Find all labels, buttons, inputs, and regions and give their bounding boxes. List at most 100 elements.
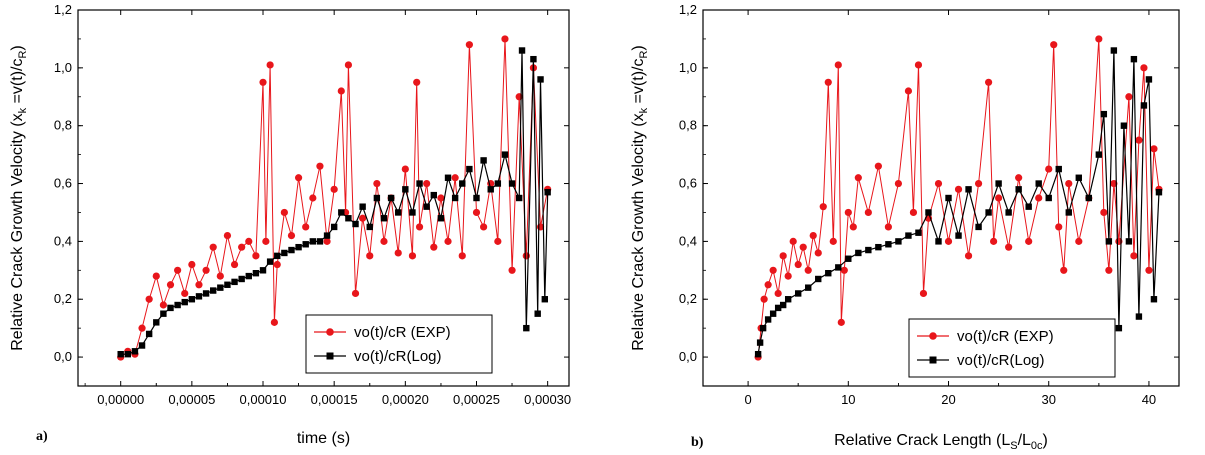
series-log-line [757, 50, 1160, 355]
data-point [885, 241, 892, 248]
data-point [789, 237, 797, 245]
data-point [774, 304, 782, 312]
data-point [784, 296, 792, 303]
data-point [245, 237, 253, 245]
series-exp-line [120, 38, 549, 358]
data-point [814, 249, 822, 257]
data-point [295, 243, 302, 251]
data-point [1140, 64, 1148, 72]
data-point [914, 61, 923, 69]
data-point [1095, 35, 1103, 43]
data-point [934, 179, 943, 188]
data-point [764, 281, 772, 289]
data-point [990, 237, 998, 245]
data-point [337, 87, 345, 95]
legend-label: vo(t)/cR (EXP) [354, 324, 451, 341]
legend: vo(t)/cR (EXP) vo(t)/cR(Log) [305, 314, 493, 374]
data-point [195, 281, 203, 289]
data-point [756, 339, 764, 346]
data-point [925, 209, 932, 216]
data-point [444, 237, 452, 245]
y-tick-label: 0,0 [54, 349, 72, 364]
data-point [541, 296, 549, 303]
legend-box [908, 318, 1116, 378]
data-point [964, 252, 973, 260]
data-point [1130, 55, 1138, 63]
legend-box [305, 314, 493, 374]
data-point [117, 350, 124, 358]
data-point [323, 237, 331, 245]
data-point [764, 316, 772, 323]
data-point [480, 157, 487, 164]
data-point [944, 237, 953, 245]
data-point [985, 209, 992, 216]
data-point [224, 281, 231, 288]
data-point [487, 186, 494, 193]
data-point [402, 186, 409, 193]
y-axis-title: Relative Crack Growth Velocity (xk =v(t)… [630, 45, 650, 351]
x-tick-label: 0,00025 [453, 392, 500, 407]
y-tick-label: 1,2 [54, 2, 72, 17]
y-tick-label: 0,6 [54, 176, 72, 191]
chart-panel-a: 0,0 0,2 0,4 0,6 0,8 1,0 1,2 0,00000 0,00005 0,000… [9, 2, 571, 447]
data-point [1130, 252, 1138, 260]
x-tick-label: 0,00010 [240, 392, 287, 407]
x-tick-label: 30 [1041, 392, 1055, 407]
data-point [494, 237, 502, 245]
x-tick-label: 20 [941, 392, 955, 407]
data-point [537, 76, 544, 83]
data-point [195, 293, 203, 300]
data-point [837, 318, 845, 326]
data-point [330, 223, 338, 231]
data-point [1015, 174, 1023, 182]
y-tick-label: 0,2 [54, 291, 72, 306]
plot-frame [77, 9, 570, 387]
data-point [188, 260, 196, 269]
data-point [995, 180, 1002, 187]
data-point [995, 194, 1003, 202]
data-point [1095, 151, 1103, 158]
data-point [216, 272, 224, 280]
data-point [245, 272, 252, 280]
series-exp-line [757, 38, 1160, 358]
data-point [508, 180, 516, 187]
data-point [854, 174, 862, 182]
data-point [824, 78, 832, 86]
data-point [416, 180, 423, 187]
data-point [844, 208, 852, 217]
data-point [344, 61, 353, 69]
data-point [351, 289, 360, 298]
data-point [430, 243, 438, 251]
data-point [1155, 189, 1163, 196]
panel-label: a) [36, 429, 48, 444]
data-point [138, 324, 146, 332]
data-point [401, 165, 409, 173]
data-point [330, 185, 338, 193]
data-point [1005, 209, 1012, 216]
data-point [174, 266, 182, 274]
y-tick-label: 0,8 [54, 118, 72, 133]
data-point [819, 203, 827, 211]
legend-marker [929, 332, 937, 340]
data-point [359, 214, 367, 222]
data-point [795, 290, 802, 297]
data-point [252, 270, 260, 277]
y-tick-label: 0,6 [679, 176, 697, 191]
data-point [1035, 194, 1043, 202]
data-point [1135, 313, 1143, 320]
legend-marker [326, 328, 334, 336]
data-point [834, 61, 842, 69]
legend-label: vo(t)/cR (EXP) [957, 328, 1054, 345]
data-point [167, 304, 174, 312]
data-point [1060, 266, 1068, 274]
data-point [1055, 165, 1062, 173]
data-point [840, 266, 848, 274]
data-point [1075, 174, 1082, 181]
data-point [1100, 208, 1108, 217]
data-point [1115, 324, 1123, 332]
data-point [1065, 179, 1073, 188]
data-point [1150, 145, 1158, 153]
data-point [430, 191, 437, 199]
data-point [769, 310, 777, 317]
data-point [1105, 266, 1113, 274]
